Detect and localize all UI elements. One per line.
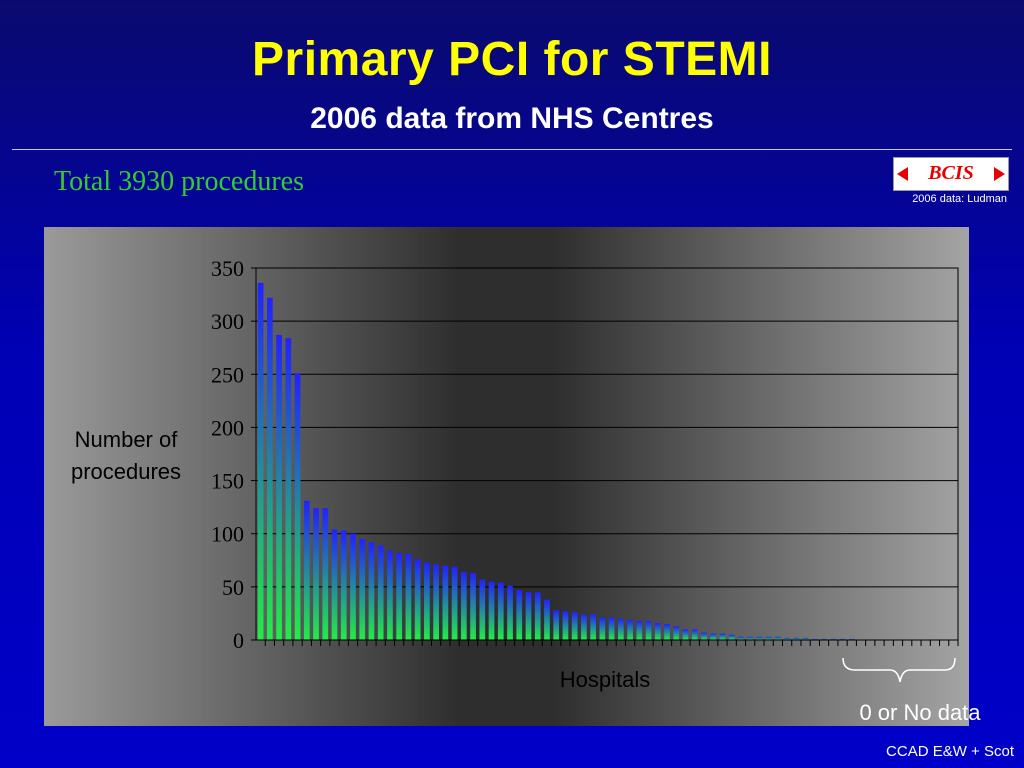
bar xyxy=(497,582,504,640)
bar xyxy=(257,282,264,640)
bar xyxy=(728,634,735,640)
bar xyxy=(636,620,643,640)
bar xyxy=(387,550,393,640)
bar xyxy=(793,637,800,640)
bar xyxy=(581,614,587,640)
bar xyxy=(608,617,615,640)
bar xyxy=(571,612,578,640)
bar xyxy=(359,539,366,640)
bar xyxy=(534,592,541,640)
bar xyxy=(738,636,744,640)
bar xyxy=(562,611,569,640)
y-tick-label: 350 xyxy=(211,256,244,281)
bar xyxy=(617,618,624,640)
bar xyxy=(590,614,597,640)
bar xyxy=(654,622,661,640)
footer-source: CCAD E&W + Scot xyxy=(886,743,1014,760)
bar xyxy=(516,590,523,640)
bar xyxy=(313,508,319,640)
bar xyxy=(719,633,726,640)
bar xyxy=(470,573,476,640)
bar xyxy=(442,565,449,640)
bar xyxy=(848,638,855,640)
bar xyxy=(784,637,790,640)
bar xyxy=(460,571,467,640)
y-axis-label: Number of procedures xyxy=(70,427,182,484)
data-credit: 2006 data: Ludman xyxy=(912,193,1007,205)
bar xyxy=(276,334,282,640)
bar xyxy=(691,629,698,640)
bar xyxy=(396,552,403,640)
bar xyxy=(424,562,430,640)
y-tick-label: 100 xyxy=(211,522,244,547)
y-tick-label: 200 xyxy=(211,415,244,440)
y-tick-label: 150 xyxy=(211,469,244,494)
bar xyxy=(525,592,532,640)
bar xyxy=(322,508,329,640)
bar xyxy=(811,638,818,640)
bar xyxy=(340,530,347,640)
slide-title: Primary PCI for STEMI xyxy=(252,33,772,86)
bar xyxy=(414,559,421,640)
logo-text: BCIS xyxy=(928,162,974,184)
bar xyxy=(266,297,273,640)
bar xyxy=(830,638,837,640)
bar xyxy=(553,610,560,640)
y-tick-label: 50 xyxy=(222,575,244,600)
logo-arrows-icon xyxy=(897,167,1005,181)
bar xyxy=(645,620,652,640)
bar xyxy=(488,581,495,640)
slide-subtitle: 2006 data from NHS Centres xyxy=(310,102,714,135)
bar xyxy=(673,626,680,640)
bar xyxy=(839,638,846,640)
bar xyxy=(756,636,763,640)
bar xyxy=(433,564,439,640)
no-data-label: 0 or No data xyxy=(859,700,981,725)
bar xyxy=(627,619,633,640)
bar xyxy=(544,599,550,640)
bar xyxy=(765,636,772,640)
bar xyxy=(599,617,606,640)
x-axis-label: Hospitals xyxy=(559,667,651,692)
bar xyxy=(775,636,781,640)
bar xyxy=(507,585,513,640)
bar xyxy=(294,373,301,640)
bar xyxy=(451,566,458,640)
y-tick-label: 0 xyxy=(233,628,244,653)
y-tick-label: 250 xyxy=(211,362,244,387)
bar xyxy=(710,633,717,640)
total-procedures-text: Total 3930 procedures xyxy=(54,166,304,197)
bar xyxy=(701,632,707,640)
bar xyxy=(802,637,809,640)
divider-line xyxy=(12,149,1012,150)
bar xyxy=(377,545,384,640)
bar xyxy=(303,500,310,640)
bar xyxy=(479,579,486,640)
bcis-logo: BCIS xyxy=(893,157,1009,191)
bar xyxy=(682,629,689,640)
bar xyxy=(821,638,827,640)
bar xyxy=(285,338,292,640)
bar xyxy=(405,553,412,640)
bar-chart: 0 50 100 150 200 250 300 350 xyxy=(211,256,959,653)
y-tick-label: 300 xyxy=(211,309,244,334)
bar xyxy=(350,533,356,640)
bar xyxy=(664,624,670,640)
bar xyxy=(368,542,375,640)
bar xyxy=(747,636,754,640)
bar xyxy=(331,529,338,640)
chart-panel: 0 50 100 150 200 250 300 350 xyxy=(44,227,969,726)
